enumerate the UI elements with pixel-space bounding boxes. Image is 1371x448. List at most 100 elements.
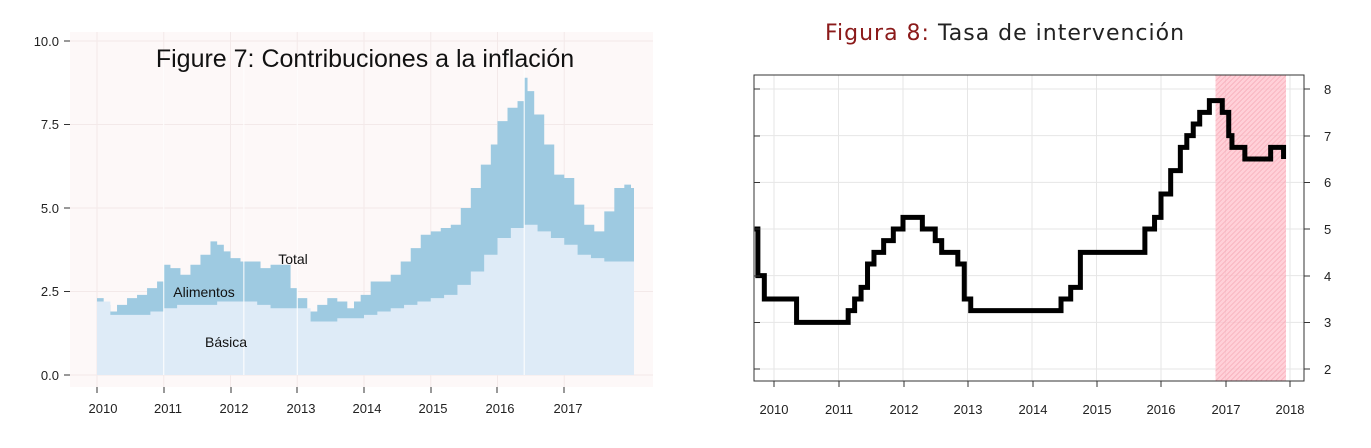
hatch-line: [1215, 85, 1286, 157]
x-tick-label-right-2018: 2018: [1276, 402, 1305, 417]
x-tick-label-left-2014: 2014: [353, 401, 382, 416]
x-tick-right-2013: 2013: [954, 381, 983, 417]
x-tick-left-2012: 2012: [220, 387, 249, 416]
hatch-line: [1215, 220, 1286, 292]
y-tick-left-0: 0.0: [41, 368, 70, 383]
hatch-line: [1215, 190, 1286, 262]
x-tick-label-right-2016: 2016: [1147, 402, 1176, 417]
y-tick-right-7: 7: [754, 129, 1331, 144]
x-tick-right-2012: 2012: [890, 381, 918, 417]
x-tick-left-2016: 2016: [486, 387, 515, 416]
hatch-line: [1215, 110, 1286, 182]
x-tick-right-2011: 2011: [825, 381, 853, 417]
annotation-total: Total: [278, 251, 308, 267]
hatch-line: [1215, 310, 1286, 381]
x-tick-label-left-2015: 2015: [419, 401, 448, 416]
hatch-line: [1215, 295, 1286, 367]
chart-left-title: Figure 7: Contribuciones a la inflación: [156, 45, 574, 73]
hatch-line: [1215, 75, 1272, 132]
y-tick-label-left-2: 5.0: [41, 201, 59, 216]
x-tick-label-left-2016: 2016: [486, 401, 515, 416]
x-tick-label-right-2011: 2011: [825, 402, 853, 417]
y-tick-right-6: 6: [754, 175, 1331, 190]
y-tick-left-3: 7.5: [41, 117, 70, 132]
y-tick-right-4: 4: [754, 269, 1331, 284]
hatch-line: [1220, 315, 1286, 381]
chart-right-title: Figura 8: Tasa de intervención: [825, 21, 1185, 46]
y-tick-label-left-1: 2.5: [41, 284, 59, 299]
x-tick-right-2010: 2010: [760, 381, 789, 417]
x-tick-right-2015: 2015: [1083, 381, 1112, 417]
x-tick-label-right-2017: 2017: [1212, 402, 1241, 417]
y-tick-label-right-4: 4: [1324, 269, 1331, 284]
hatch-line: [1215, 275, 1286, 347]
y-tick-right-3: 3: [754, 315, 1331, 330]
y-tick-right-5: 5: [754, 222, 1331, 237]
y-tick-left-4: 10.0: [34, 34, 70, 49]
chart-left-year-separators: [163, 60, 525, 375]
x-tick-label-right-2010: 2010: [760, 402, 789, 417]
hatch-line: [1215, 125, 1286, 197]
x-tick-label-left-2017: 2017: [554, 401, 583, 416]
x-tick-left-2017: 2017: [554, 387, 583, 416]
annotation-alimentos: Alimentos: [173, 284, 234, 300]
y-tick-label-right-2: 2: [1324, 362, 1331, 377]
hatch-line: [1215, 75, 1277, 137]
x-tick-label-right-2013: 2013: [954, 402, 983, 417]
hatch-line: [1215, 90, 1286, 162]
hatch-line: [1215, 175, 1286, 247]
y-tick-label-right-6: 6: [1324, 175, 1331, 190]
y-tick-right-8: 8: [754, 82, 1331, 97]
y-tick-left-1: 2.5: [41, 284, 70, 299]
chart-right-x-axis: 2010 2011 2012 2013 2014 2015: [760, 381, 1305, 417]
x-tick-label-right-2015: 2015: [1083, 402, 1112, 417]
hatch-line: [1215, 205, 1286, 277]
chart-right: Figura 8: Tasa de intervención 2 3 4: [753, 21, 1331, 417]
hatch-line: [1215, 105, 1286, 177]
hatch-line: [1215, 225, 1286, 297]
x-tick-right-2016: 2016: [1147, 381, 1176, 417]
hatch-line: [1215, 280, 1286, 352]
hatch-line: [1215, 265, 1286, 337]
chart-left: Figure 7: Contribuciones a la inflación …: [34, 32, 653, 416]
forecast-hatching: [1215, 75, 1286, 381]
y-tick-label-left-0: 0.0: [41, 368, 59, 383]
hatch-line: [1215, 95, 1286, 167]
hatch-line: [1215, 165, 1286, 237]
x-tick-label-left-2011: 2011: [154, 401, 182, 416]
annotation-basica: Básica: [205, 334, 247, 350]
area-basica: [97, 224, 634, 375]
x-tick-label-right-2014: 2014: [1019, 402, 1048, 417]
hatch-line: [1215, 160, 1286, 232]
hatch-line: [1215, 270, 1286, 342]
hatch-line: [1215, 195, 1286, 267]
hatch-line: [1215, 115, 1286, 187]
x-tick-left-2015: 2015: [419, 387, 448, 416]
y-tick-label-right-3: 3: [1324, 315, 1331, 330]
chart-right-panel: [754, 75, 1304, 381]
hatch-line: [1215, 120, 1286, 192]
hatch-line: [1215, 75, 1286, 147]
x-tick-right-2018: 2018: [1276, 381, 1305, 417]
hatch-line: [1215, 100, 1286, 172]
x-tick-left-2013: 2013: [287, 387, 316, 416]
x-tick-right-2017: 2017: [1212, 381, 1241, 417]
chart-right-frame: [753, 74, 1305, 382]
hatch-line: [1215, 210, 1286, 282]
y-tick-label-right-7: 7: [1324, 129, 1331, 144]
hatch-line: [1215, 185, 1286, 257]
chart-right-title-prefix: Figura 8:: [825, 21, 930, 46]
hatch-line: [1215, 300, 1286, 372]
x-tick-right-2014: 2014: [1019, 381, 1048, 417]
hatch-line: [1215, 180, 1286, 252]
hatch-line: [1215, 170, 1286, 242]
y-tick-label-right-5: 5: [1324, 222, 1331, 237]
y-tick-label-left-3: 7.5: [41, 117, 59, 132]
x-tick-label-left-2012: 2012: [220, 401, 249, 416]
x-tick-label-left-2013: 2013: [287, 401, 316, 416]
y-tick-left-2: 5.0: [41, 201, 70, 216]
y-tick-label-right-8: 8: [1324, 82, 1331, 97]
hatch-line: [1215, 305, 1286, 377]
hatch-line: [1215, 285, 1286, 357]
